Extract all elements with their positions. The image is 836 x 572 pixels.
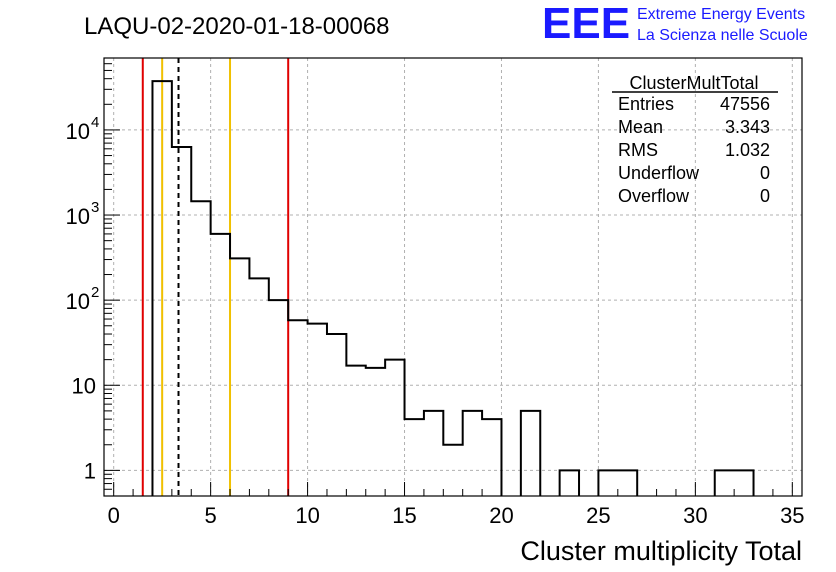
histogram-bin <box>734 470 753 496</box>
y-tick-label: 10 <box>72 373 96 398</box>
histogram-bin <box>191 201 210 496</box>
histogram-bin <box>230 258 249 496</box>
stats-row-label: Overflow <box>618 186 690 206</box>
histogram-bin <box>598 470 617 496</box>
y-tick-exponent: 2 <box>91 284 99 301</box>
histogram-bin <box>269 300 288 496</box>
x-tick-label: 25 <box>586 503 610 528</box>
stats-row-label: Mean <box>618 117 663 137</box>
x-axis-label: Cluster multiplicity Total <box>520 536 802 566</box>
histogram-bin <box>366 368 385 496</box>
logo-line-1: Extreme Energy Events <box>637 6 805 23</box>
x-tick-label: 5 <box>205 503 217 528</box>
y-tick-label: 1 <box>84 458 96 483</box>
histogram-bin <box>482 419 501 496</box>
x-tick-label: 0 <box>108 503 120 528</box>
stats-row-value: 0 <box>760 163 770 183</box>
stats-row-label: RMS <box>618 140 658 160</box>
histogram-bin <box>560 470 579 496</box>
histogram-bin <box>405 419 424 496</box>
histogram-bin <box>521 411 540 496</box>
stats-row-value: 0 <box>760 186 770 206</box>
histogram-bin <box>618 470 637 496</box>
histogram-bin <box>443 445 462 496</box>
eee-logo-mark: EEE <box>542 0 630 48</box>
x-tick-label: 15 <box>392 503 416 528</box>
eee-logo: EEE Extreme Energy Events La Scienza nel… <box>542 0 808 48</box>
stats-row-value: 3.343 <box>725 117 770 137</box>
histogram-bin <box>424 411 443 496</box>
grid-lines <box>104 58 802 496</box>
chart-title: LAQU-02-2020-01-18-00068 <box>84 13 390 40</box>
histogram-bin <box>152 81 171 496</box>
y-tick-exponent: 4 <box>91 114 99 131</box>
y-tick-label: 10 <box>66 204 90 229</box>
histogram-bin <box>463 411 482 496</box>
histogram-bin <box>249 278 268 496</box>
y-tick-exponent: 3 <box>91 199 99 216</box>
histogram-bins <box>151 80 755 496</box>
plot-frame <box>103 57 803 497</box>
histogram-bin <box>385 360 404 496</box>
x-tick-label: 20 <box>489 503 513 528</box>
stats-row-label: Underflow <box>618 163 700 183</box>
histogram-bin <box>172 147 191 496</box>
stats-box: ClusterMultTotal Entries 47556 Mean 3.343 RM… <box>612 73 778 206</box>
x-tick-label: 35 <box>780 503 804 528</box>
histogram-bin <box>288 320 307 496</box>
x-tick-label: 10 <box>295 503 319 528</box>
stats-title: ClusterMultTotal <box>629 73 758 93</box>
y-tick-label: 10 <box>66 119 90 144</box>
histogram-outline <box>151 80 755 496</box>
stats-row-value: 1.032 <box>725 140 770 160</box>
x-axis-ticks: 0 5 10 15 20 25 30 35 <box>108 482 805 528</box>
histogram-bin <box>211 234 230 496</box>
histogram-bin <box>346 366 365 496</box>
logo-line-2: La Scienza nelle Scuole <box>637 27 808 44</box>
histogram-bin <box>715 470 734 496</box>
stats-rows: Entries 47556 Mean 3.343 RMS 1.032 Underflow 0 O… <box>618 94 770 206</box>
marker-lines <box>141 58 290 496</box>
histogram-bin <box>327 334 346 496</box>
histogram-bin <box>308 324 327 496</box>
stats-row-label: Entries <box>618 94 674 114</box>
x-tick-label: 30 <box>683 503 707 528</box>
stats-row-value: 47556 <box>720 94 770 114</box>
y-tick-label: 10 <box>66 289 90 314</box>
